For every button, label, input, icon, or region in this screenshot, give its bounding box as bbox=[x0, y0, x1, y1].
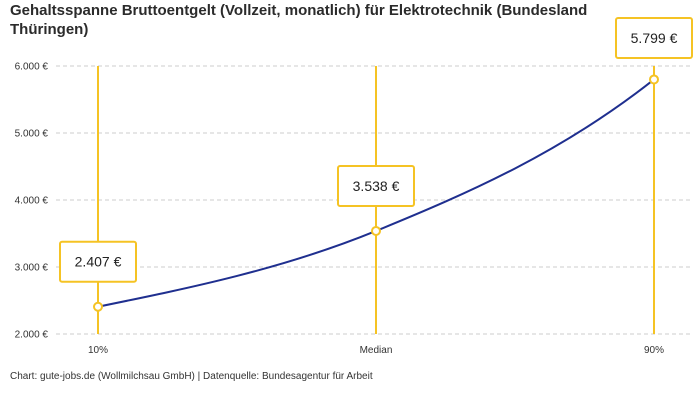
value-annotation: 3.538 € bbox=[337, 164, 415, 207]
value-annotation: 2.407 € bbox=[59, 240, 137, 283]
y-tick-label: 3.000 € bbox=[15, 263, 49, 274]
x-tick-label: 10% bbox=[88, 345, 108, 356]
chart-title: Gehaltsspanne Bruttoentgelt (Vollzeit, m… bbox=[10, 2, 588, 38]
data-point bbox=[371, 225, 381, 236]
y-tick-label: 5.000 € bbox=[15, 129, 49, 140]
x-tick-label: Median bbox=[360, 345, 393, 356]
data-label: 3.538 € bbox=[353, 178, 400, 194]
x-tick-label: 90% bbox=[644, 345, 664, 356]
annotation-box bbox=[615, 17, 693, 59]
y-tick-label: 6.000 € bbox=[15, 62, 49, 73]
data-label: 5.799 € bbox=[631, 30, 678, 46]
data-point bbox=[649, 74, 659, 85]
y-tick-label: 4.000 € bbox=[15, 196, 49, 207]
annotation-box bbox=[337, 164, 415, 207]
annotation-box bbox=[59, 240, 137, 283]
y-tick-label: 2.000 € bbox=[15, 330, 49, 341]
data-label: 2.407 € bbox=[75, 254, 122, 270]
value-annotation: 5.799 € bbox=[615, 17, 693, 59]
data-points bbox=[93, 74, 659, 312]
value-annotations: 2.407 € 3.538 € 5.799 € bbox=[59, 17, 693, 283]
data-point bbox=[93, 301, 103, 312]
chart-source-footer: Chart: gute-jobs.de (Wollmilchsau GmbH) … bbox=[10, 371, 373, 382]
x-axis-labels: 10% Median 90% bbox=[88, 345, 664, 356]
